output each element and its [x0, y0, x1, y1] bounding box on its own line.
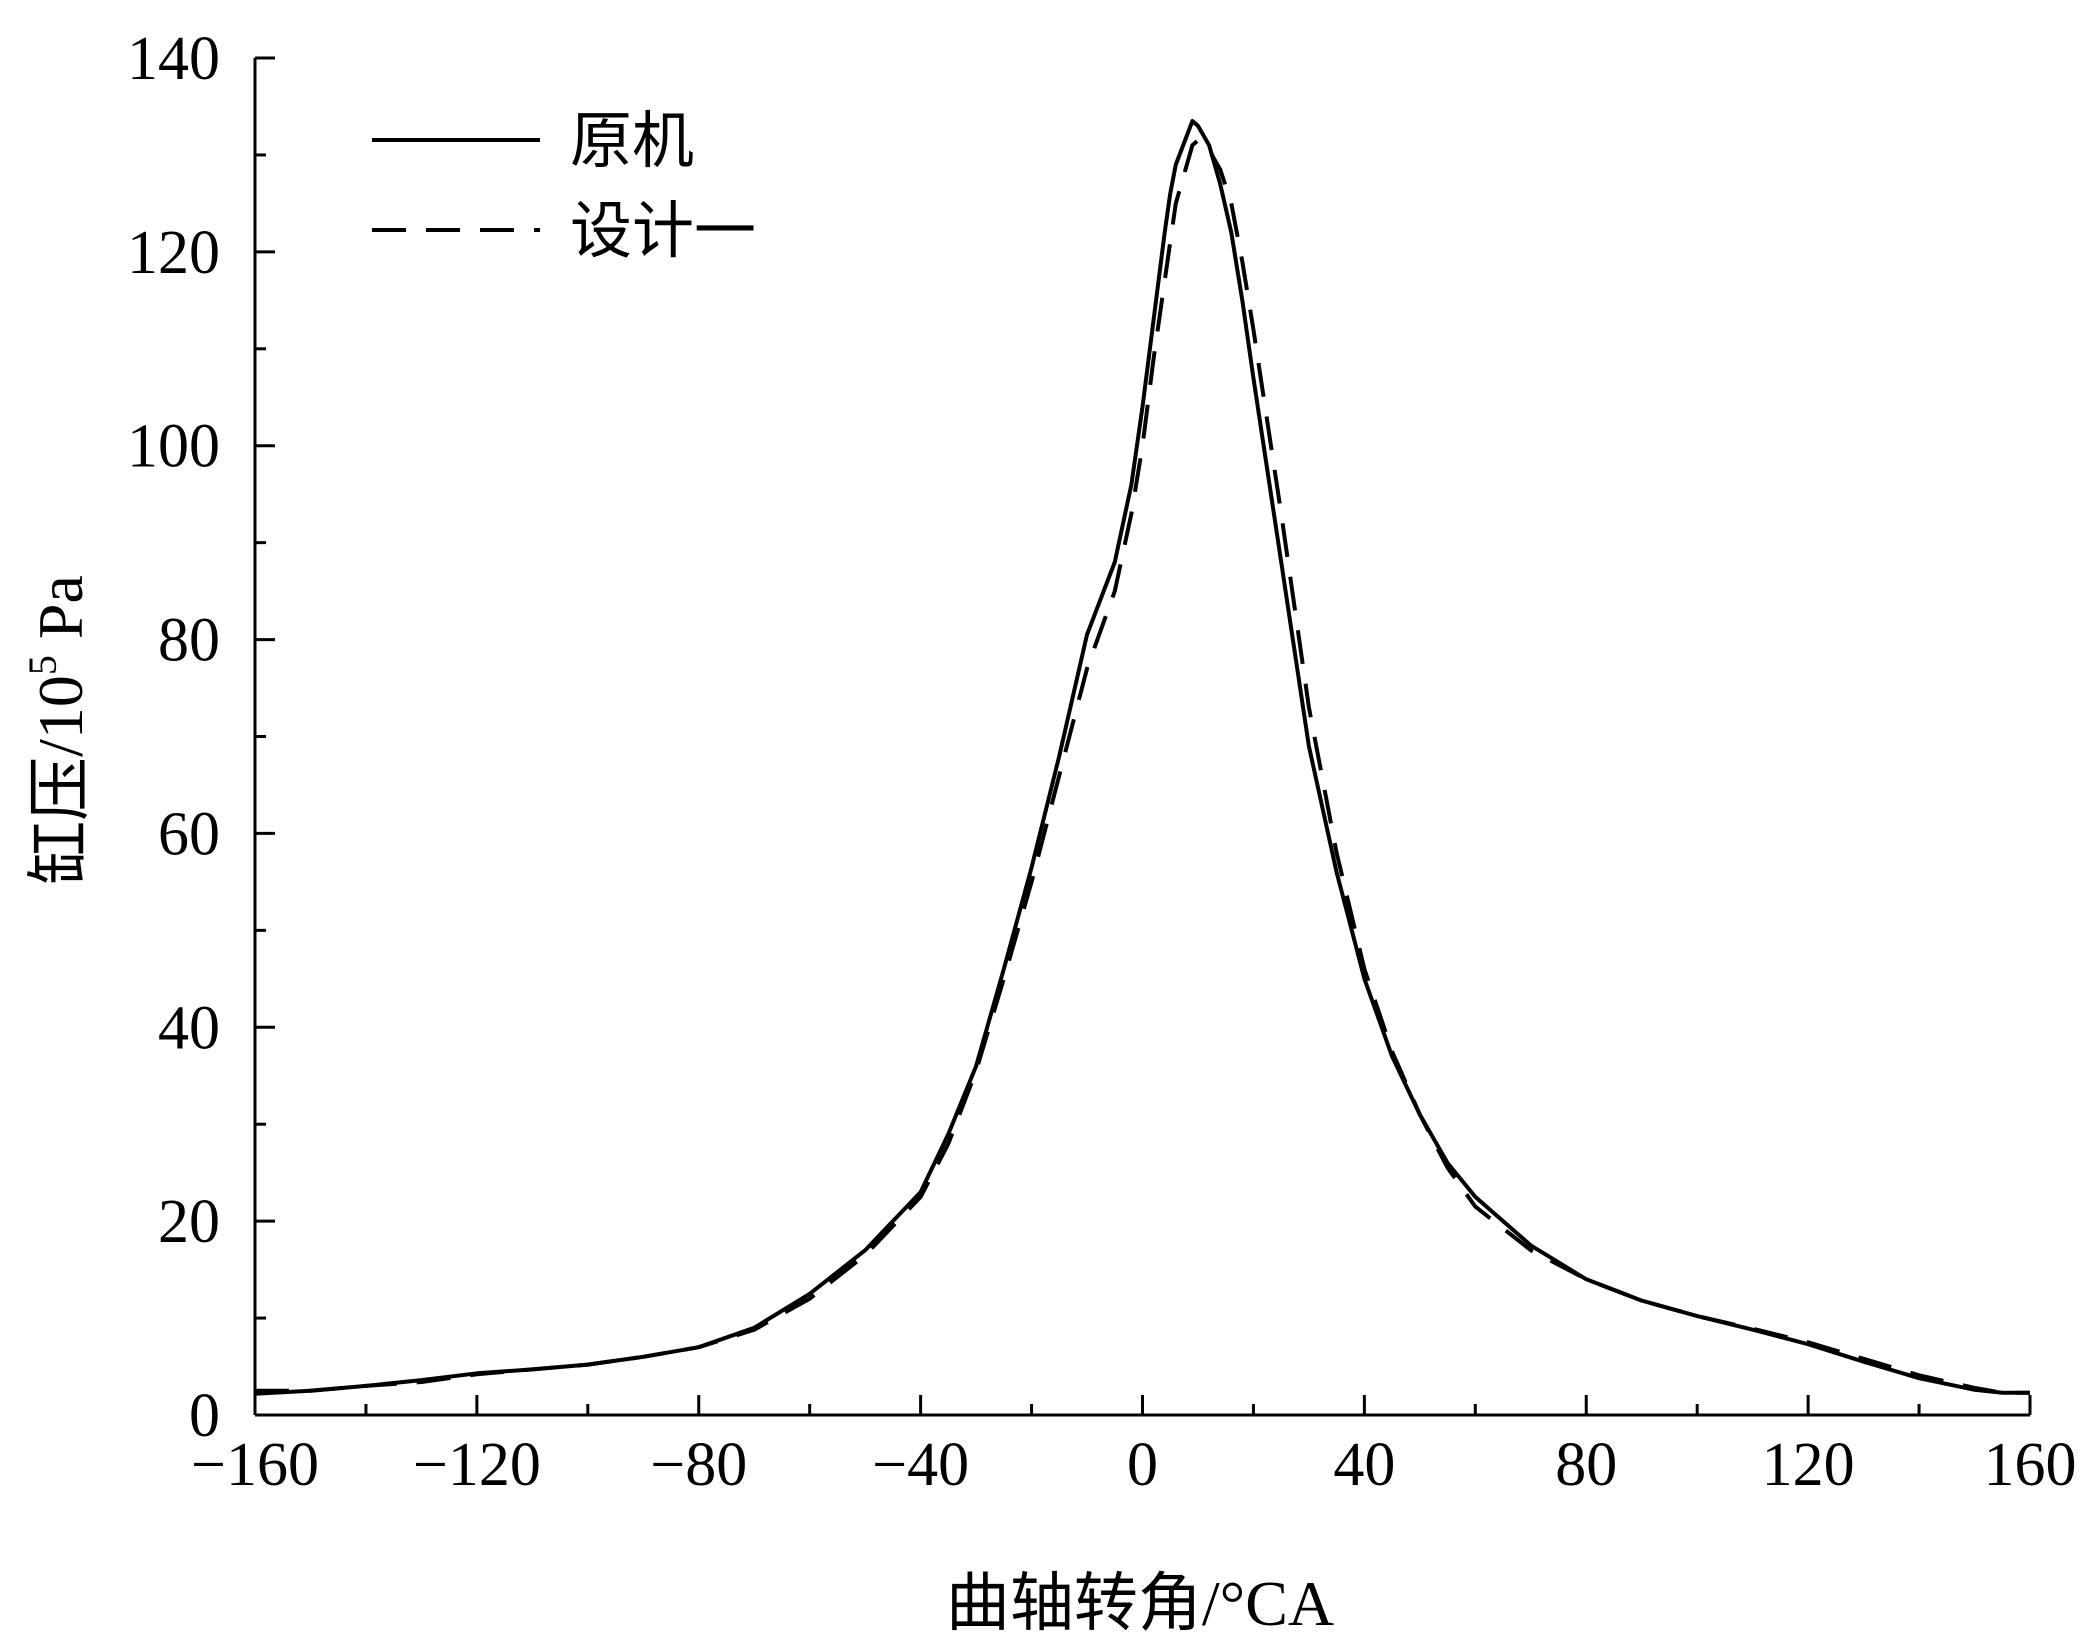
series-line-2 [255, 138, 2030, 1395]
y-tick-label: 120 [127, 219, 220, 287]
x-tick-label: 0 [1127, 1431, 1158, 1499]
x-tick-label: 160 [1984, 1431, 2077, 1499]
y-axis-title: 缸压/105 Pa [20, 575, 96, 885]
y-tick-label: 40 [158, 994, 220, 1062]
y-tick-label: 60 [158, 800, 220, 868]
y-tick-label: 100 [127, 413, 220, 481]
y-tick-label: 20 [158, 1188, 220, 1256]
axes [253, 58, 2030, 1417]
x-tick-label: 120 [1762, 1431, 1855, 1499]
y-tick-label: 140 [127, 25, 220, 93]
y-axis-title-unit: Pa [25, 575, 96, 655]
series-line-1 [254, 119, 2030, 1396]
y-axis-title-main: 缸压/10 [25, 675, 96, 885]
labels-layer: −160 −120 −80 −40 0 40 80 120 160 0 20 40 60 80 100 120… [127, 25, 2077, 1499]
y-axis-title-superscript: 5 [20, 655, 65, 675]
legend-label-2: 设计一 [570, 198, 756, 266]
x-axis-title: 曲轴转角/°CA [946, 1568, 1334, 1639]
x-tick-label: −120 [413, 1431, 541, 1499]
legend-label-1: 原机 [570, 108, 694, 176]
x-tick-label: −80 [650, 1431, 747, 1499]
y-tick-label: 80 [158, 607, 220, 675]
x-tick-label: 80 [1555, 1431, 1617, 1499]
series-layer [254, 119, 2030, 1396]
ticks-layer [253, 56, 2032, 1417]
x-tick-label: −40 [872, 1431, 969, 1499]
x-tick-label: −160 [191, 1431, 319, 1499]
y-tick-label: 0 [189, 1382, 220, 1450]
x-tick-label: 40 [1333, 1431, 1395, 1499]
